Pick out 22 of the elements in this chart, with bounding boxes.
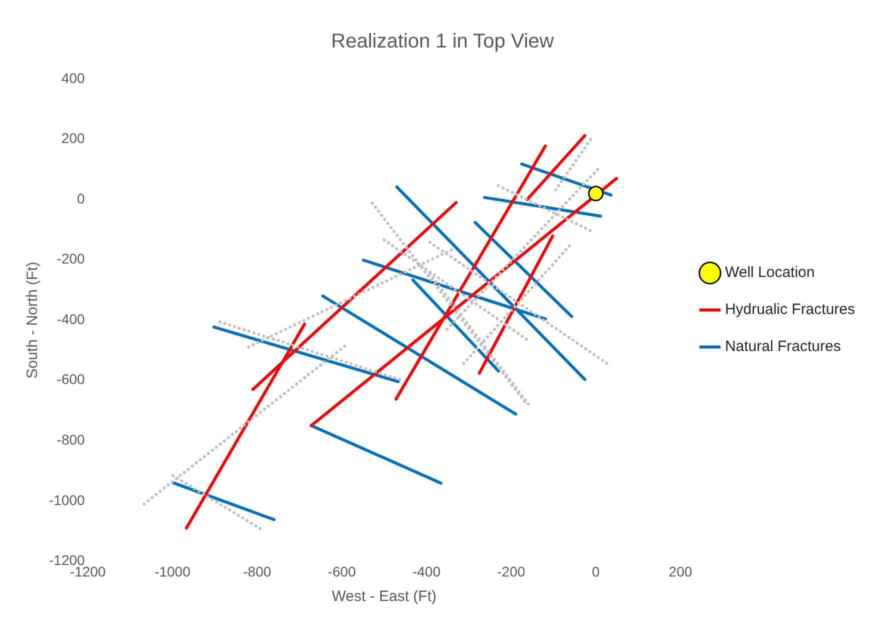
chart-title: Realization 1 in Top View xyxy=(331,30,554,53)
x-tick-label: 200 xyxy=(668,563,692,580)
x-axis-title: West - East (Ft) xyxy=(332,588,437,606)
x-tick-label: -1000 xyxy=(154,563,191,580)
x-tick-label: -800 xyxy=(243,563,272,580)
y-tick-label: -1000 xyxy=(48,492,86,508)
y-tick-label: 0 xyxy=(77,190,86,206)
legend-label: Hydrualic Fractures xyxy=(724,301,856,318)
y-tick-label: -400 xyxy=(56,310,86,327)
y-tick-label: -800 xyxy=(56,432,86,448)
y-axis-title: South - North (Ft) xyxy=(24,262,42,378)
y-tick-label: -600 xyxy=(56,371,86,388)
y-tick-label: 400 xyxy=(61,70,86,86)
y-tick-label: -200 xyxy=(56,250,86,267)
legend-label: Natural Fractures xyxy=(724,338,841,356)
x-tick-label: -600 xyxy=(328,563,356,580)
x-tick-label: -400 xyxy=(412,563,441,580)
x-tick-label: -200 xyxy=(497,563,526,580)
y-tick-label: -1200 xyxy=(48,552,86,568)
legend-label: Well Location xyxy=(724,264,815,282)
x-tick-label: 0 xyxy=(592,563,600,580)
y-tick-label: 200 xyxy=(61,130,86,146)
